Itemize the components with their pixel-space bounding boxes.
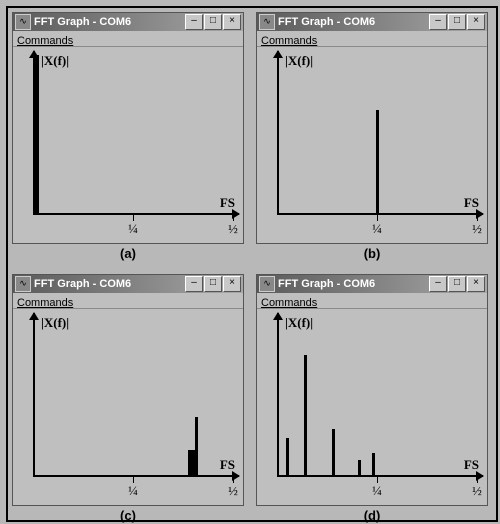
fft-bar — [304, 355, 307, 475]
window-title: FFT Graph - COM6 — [278, 16, 429, 28]
x-tick-label: ¼ — [128, 221, 138, 237]
page: ∿ FFT Graph - COM6 – □ × Commands |X(f)|… — [0, 0, 500, 524]
x-tick-label: ¼ — [372, 221, 382, 237]
y-axis-label: |X(f)| — [285, 315, 313, 331]
x-axis — [277, 213, 483, 215]
window-title: FFT Graph - COM6 — [34, 278, 185, 290]
window-title: FFT Graph - COM6 — [278, 278, 429, 290]
panel-d: ∿ FFT Graph - COM6 – □ × Commands |X(f)|… — [256, 274, 488, 506]
close-button[interactable]: × — [467, 276, 485, 292]
minimize-button[interactable]: – — [429, 276, 447, 292]
x-tick — [233, 475, 234, 483]
window-d: ∿ FFT Graph - COM6 – □ × Commands |X(f)|… — [256, 274, 488, 506]
panel-c: ∿ FFT Graph - COM6 – □ × Commands |X(f)|… — [12, 274, 244, 506]
window-buttons: – □ × — [185, 276, 241, 292]
fft-bar — [358, 460, 361, 475]
x-tick — [233, 213, 234, 221]
titlebar[interactable]: ∿ FFT Graph - COM6 – □ × — [13, 13, 243, 31]
x-tick-label: ½ — [472, 221, 482, 237]
y-axis — [33, 313, 35, 477]
menubar: Commands — [257, 31, 487, 47]
menubar: Commands — [13, 31, 243, 47]
maximize-button[interactable]: □ — [448, 276, 466, 292]
fs-label: FS — [464, 195, 479, 211]
y-axis — [277, 51, 279, 215]
fft-bar — [195, 417, 198, 475]
minimize-button[interactable]: – — [429, 14, 447, 30]
app-icon: ∿ — [259, 14, 275, 30]
app-icon: ∿ — [15, 14, 31, 30]
close-button[interactable]: × — [223, 14, 241, 30]
app-icon: ∿ — [15, 276, 31, 292]
window-title: FFT Graph - COM6 — [34, 16, 185, 28]
maximize-button[interactable]: □ — [204, 14, 222, 30]
x-tick — [377, 213, 378, 221]
fft-bar — [286, 438, 289, 475]
panel-b: ∿ FFT Graph - COM6 – □ × Commands |X(f)|… — [256, 12, 488, 244]
x-tick-label: ½ — [228, 221, 238, 237]
plot-b: |X(f)| FS ¼ ½ — [261, 51, 483, 239]
plot-c: |X(f)| FS ¼ ½ — [17, 313, 239, 501]
maximize-button[interactable]: □ — [448, 14, 466, 30]
plot-d: |X(f)| FS ¼ ½ — [261, 313, 483, 501]
fft-bar — [332, 429, 335, 475]
caption-c: (c) — [12, 508, 244, 523]
menu-commands[interactable]: Commands — [261, 35, 317, 47]
figure-frame: ∿ FFT Graph - COM6 – □ × Commands |X(f)|… — [6, 6, 498, 522]
panel-a: ∿ FFT Graph - COM6 – □ × Commands |X(f)|… — [12, 12, 244, 244]
x-axis — [33, 475, 239, 477]
close-button[interactable]: × — [223, 276, 241, 292]
fft-bar — [35, 55, 39, 213]
x-tick — [133, 213, 134, 221]
x-tick-label: ½ — [228, 483, 238, 499]
y-axis-label: |X(f)| — [285, 53, 313, 69]
fft-bar — [372, 453, 375, 475]
y-axis — [277, 313, 279, 477]
fs-label: FS — [220, 457, 235, 473]
menubar: Commands — [13, 293, 243, 309]
caption-a: (a) — [12, 246, 244, 261]
x-tick — [377, 475, 378, 483]
window-buttons: – □ × — [429, 14, 485, 30]
titlebar[interactable]: ∿ FFT Graph - COM6 – □ × — [13, 275, 243, 293]
x-tick-label: ½ — [472, 483, 482, 499]
plot-a: |X(f)| FS ¼ ½ — [17, 51, 239, 239]
menu-commands[interactable]: Commands — [17, 35, 73, 47]
fs-label: FS — [464, 457, 479, 473]
titlebar[interactable]: ∿ FFT Graph - COM6 – □ × — [257, 13, 487, 31]
minimize-button[interactable]: – — [185, 276, 203, 292]
y-axis-label: |X(f)| — [41, 315, 69, 331]
window-buttons: – □ × — [429, 276, 485, 292]
x-axis — [33, 213, 239, 215]
x-tick-label: ¼ — [372, 483, 382, 499]
app-icon: ∿ — [259, 276, 275, 292]
window-b: ∿ FFT Graph - COM6 – □ × Commands |X(f)|… — [256, 12, 488, 244]
y-axis-label: |X(f)| — [41, 53, 69, 69]
window-buttons: – □ × — [185, 14, 241, 30]
minimize-button[interactable]: – — [185, 14, 203, 30]
maximize-button[interactable]: □ — [204, 276, 222, 292]
x-axis — [277, 475, 483, 477]
menu-commands[interactable]: Commands — [261, 297, 317, 309]
window-a: ∿ FFT Graph - COM6 – □ × Commands |X(f)|… — [12, 12, 244, 244]
x-tick-label: ¼ — [128, 483, 138, 499]
caption-d: (d) — [256, 508, 488, 523]
menubar: Commands — [257, 293, 487, 309]
titlebar[interactable]: ∿ FFT Graph - COM6 – □ × — [257, 275, 487, 293]
fs-label: FS — [220, 195, 235, 211]
close-button[interactable]: × — [467, 14, 485, 30]
x-tick — [133, 475, 134, 483]
menu-commands[interactable]: Commands — [17, 297, 73, 309]
fft-bar — [376, 110, 379, 213]
caption-b: (b) — [256, 246, 488, 261]
window-c: ∿ FFT Graph - COM6 – □ × Commands |X(f)|… — [12, 274, 244, 506]
x-tick — [477, 475, 478, 483]
x-tick — [477, 213, 478, 221]
